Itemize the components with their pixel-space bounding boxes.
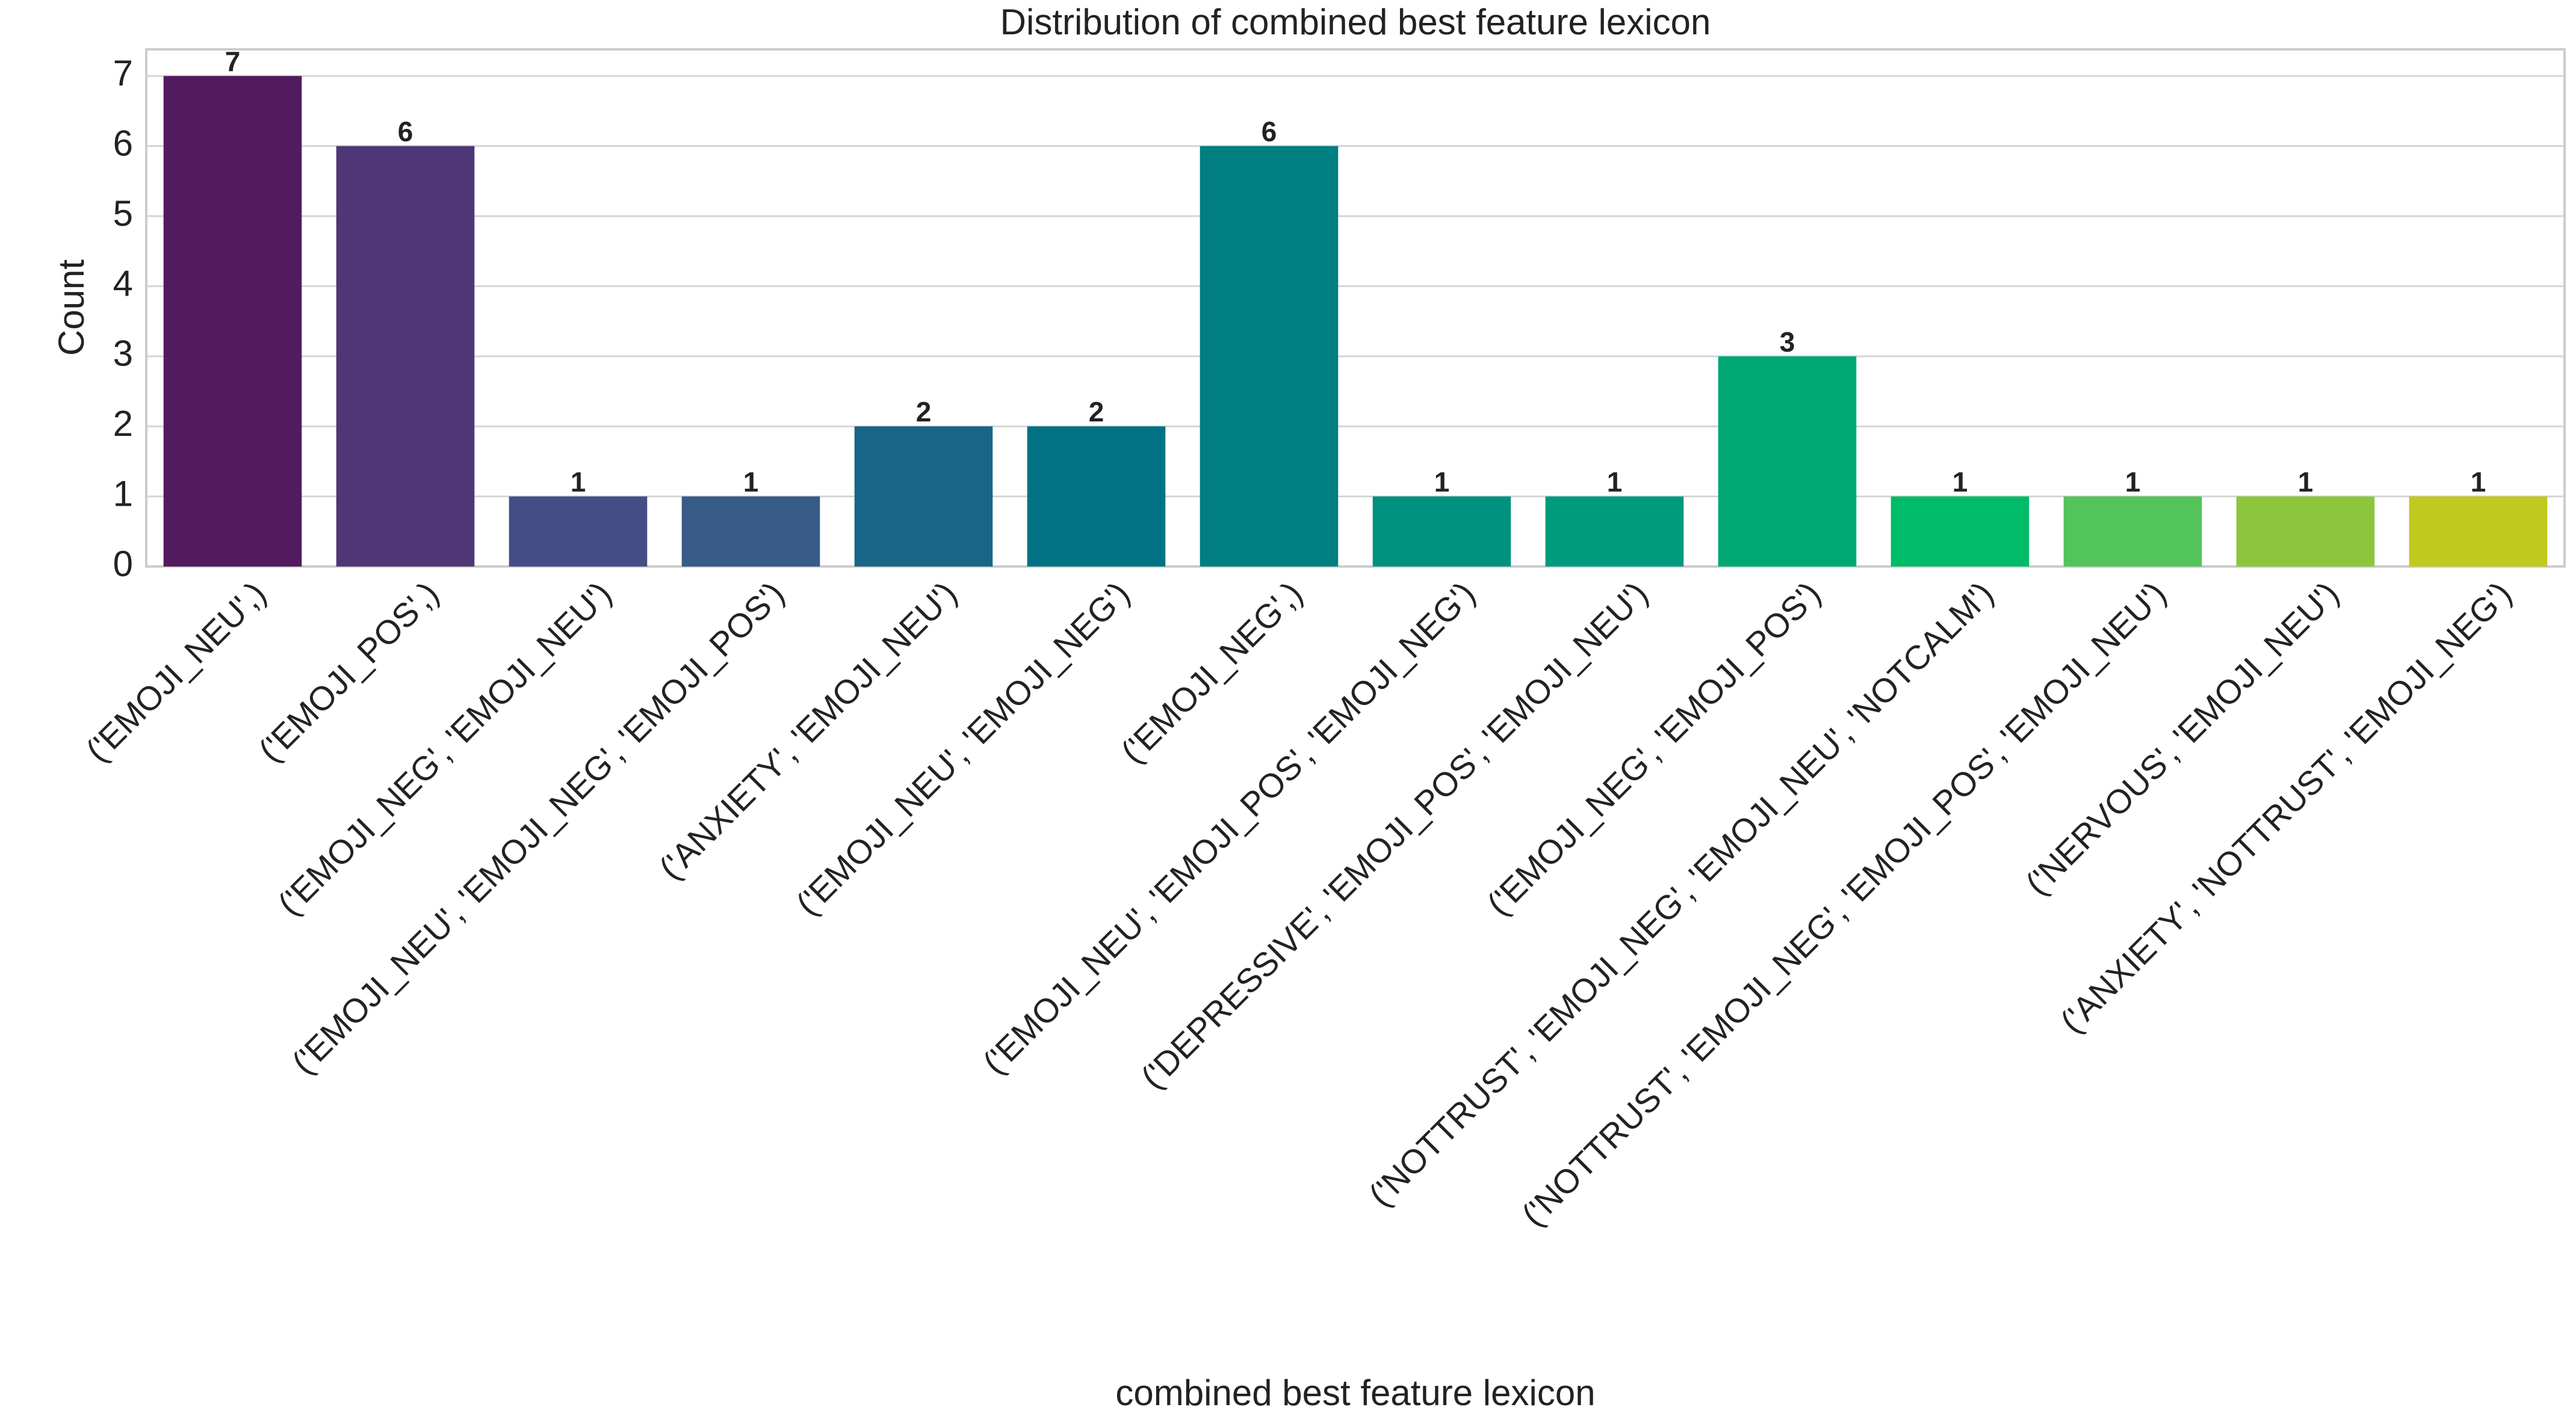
bar (1027, 426, 1166, 567)
x-tick-label: ('EMOJI_NEG', 'EMOJI_POS') (1479, 574, 1828, 923)
x-tick-label: ('ANXIETY', 'EMOJI_NEU') (652, 574, 964, 887)
data-label: 1 (2298, 467, 2314, 498)
bar (1200, 146, 1339, 567)
data-label: 1 (1607, 467, 1623, 498)
data-label: 6 (1262, 116, 1277, 147)
x-tick-label: ('EMOJI_NEU', 'EMOJI_NEG') (788, 574, 1137, 923)
bar (2236, 496, 2375, 567)
y-axis-label: Count (51, 259, 91, 356)
data-label: 1 (2471, 467, 2486, 498)
x-tick-label: ('EMOJI_NEG',) (1113, 574, 1310, 771)
bar (1890, 496, 2030, 567)
y-tick-label: 4 (113, 263, 133, 303)
bar (1718, 356, 1857, 567)
data-label: 1 (571, 467, 586, 498)
x-tick-label: ('EMOJI_NEU',) (78, 574, 273, 769)
bar (1545, 496, 1684, 567)
bar (509, 496, 648, 567)
y-tick-label: 2 (113, 403, 133, 444)
data-label: 1 (743, 467, 759, 498)
x-axis-label: combined best feature lexicon (1115, 1373, 1595, 1413)
bar (1372, 496, 1511, 567)
y-tick-label: 3 (113, 334, 133, 374)
x-tick-label: ('EMOJI_POS',) (251, 574, 446, 769)
chart-title: Distribution of combined best feature le… (1000, 2, 1711, 42)
data-label: 6 (398, 116, 413, 147)
bar (681, 496, 820, 567)
plot-frame (145, 48, 2566, 568)
bar (163, 76, 302, 567)
y-tick-label: 0 (113, 544, 133, 584)
bar (2063, 496, 2202, 567)
bar (2409, 496, 2548, 567)
data-label: 2 (1089, 396, 1104, 427)
x-tick-label: ('NOTTRUST', 'EMOJI_NEG', 'EMOJI_NEU', '… (1361, 574, 2001, 1214)
x-tick-label: ('EMOJI_NEG', 'EMOJI_NEU') (270, 574, 619, 923)
bar (854, 426, 993, 567)
x-tick-label: ('NOTTRUST', 'EMOJI_NEG', 'EMOJI_POS', '… (1514, 574, 2173, 1234)
bar (336, 146, 475, 567)
y-tick-label: 5 (113, 193, 133, 234)
data-label: 2 (916, 396, 932, 427)
y-tick-label: 6 (113, 123, 133, 163)
y-tick-label: 1 (113, 473, 133, 514)
x-tick-label: ('NERVOUS', 'EMOJI_NEU') (2018, 574, 2346, 902)
data-label: 7 (225, 46, 241, 77)
data-label: 1 (1434, 467, 1450, 498)
data-label: 1 (2125, 467, 2141, 498)
data-label: 1 (1952, 467, 1968, 498)
y-tick-label: 7 (113, 53, 133, 93)
data-label: 3 (1780, 326, 1795, 358)
